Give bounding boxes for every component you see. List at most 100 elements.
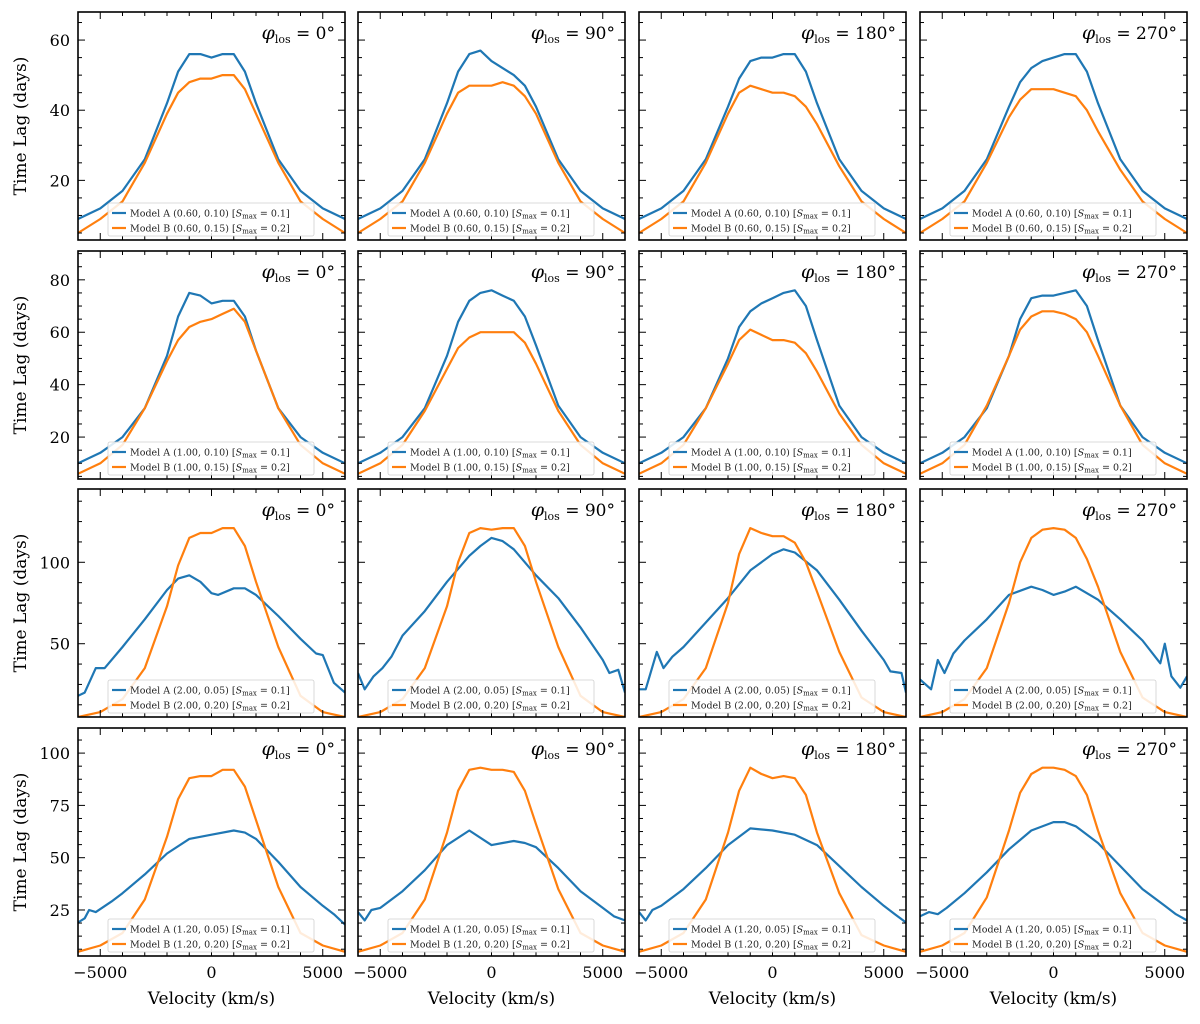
- y-tick-label: 60: [50, 31, 70, 50]
- legend: Model A (1.20, 0.05) [Smax = 0.1] Model B…: [949, 918, 1157, 953]
- model-a-line: [78, 574, 345, 697]
- model-b-line: [920, 766, 1187, 953]
- phi-los-label: φlos = 0°: [262, 22, 335, 46]
- panel-r3-c0: 25 50 75 100 −5000 0 5000 Velocity (km/s) Time L…: [11, 727, 346, 1009]
- phi-los-label: φlos = 90°: [531, 499, 615, 523]
- x-tick-label: 5000: [1144, 963, 1185, 982]
- legend-box: [107, 679, 315, 714]
- model-a-line: [639, 827, 906, 924]
- legend-label-model-a: Model A (2.00, 0.05) [Smax = 0.1]: [972, 686, 1132, 698]
- y-tick-label: 100: [39, 744, 70, 763]
- panel-r2-c0: 50 100 Time Lag (days) φlos = 0° Model A (2.…: [11, 488, 346, 718]
- legend-label-model-a: Model A (1.20, 0.05) [Smax = 0.1]: [691, 925, 851, 937]
- model-a-line: [920, 585, 1187, 691]
- y-tick-label: 25: [50, 901, 70, 920]
- legend-box: [387, 918, 595, 953]
- panel-r3-c1: −5000 0 5000 Velocity (km/s) φlos = 90° Model…: [353, 727, 626, 1009]
- panel-r0-c2: φlos = 180° Model A (0.60, 0.10) [Smax = …: [638, 11, 907, 241]
- phi-los-label: φlos = 0°: [262, 738, 335, 762]
- model-b-line: [639, 84, 906, 234]
- x-axis-label: Velocity (km/s): [147, 989, 275, 1009]
- x-tick-label: 0: [1048, 963, 1058, 982]
- legend-label-model-a: Model A (1.20, 0.05) [Smax = 0.1]: [410, 925, 570, 937]
- legend: Model A (1.20, 0.05) [Smax = 0.1] Model B…: [387, 918, 595, 953]
- y-tick-label: 80: [50, 271, 70, 290]
- panel-r1-c1: φlos = 90° Model A (1.00, 0.10) [Smax = 0…: [357, 250, 626, 480]
- legend-label-model-b: Model B (1.00, 0.15) [Smax = 0.2]: [972, 463, 1132, 475]
- legend: Model A (1.00, 0.10) [Smax = 0.1] Model B…: [107, 441, 315, 476]
- panel-r3-c3: −5000 0 5000 Velocity (km/s) φlos = 270° Mode…: [915, 727, 1188, 1009]
- y-axis-label: Time Lag (days): [11, 773, 31, 912]
- legend-box: [107, 441, 315, 476]
- legend: Model A (0.60, 0.10) [Smax = 0.1] Model B…: [387, 202, 595, 237]
- legend-label-model-a: Model A (0.60, 0.10) [Smax = 0.1]: [410, 209, 570, 221]
- legend-label-model-b: Model B (1.00, 0.15) [Smax = 0.2]: [691, 463, 851, 475]
- phi-los-label: φlos = 270°: [1082, 499, 1177, 523]
- model-a-line: [358, 829, 625, 922]
- x-axis-label: Velocity (km/s): [989, 989, 1117, 1009]
- legend: Model A (1.00, 0.10) [Smax = 0.1] Model B…: [387, 441, 595, 476]
- phi-los-label: φlos = 90°: [531, 738, 615, 762]
- panel-r1-c2: φlos = 180° Model A (1.00, 0.10) [Smax = …: [638, 250, 907, 480]
- legend-label-model-a: Model A (2.00, 0.05) [Smax = 0.1]: [410, 686, 570, 698]
- legend-label-model-b: Model B (2.00, 0.20) [Smax = 0.2]: [691, 701, 851, 713]
- legend-label-model-b: Model B (1.20, 0.20) [Smax = 0.2]: [410, 940, 570, 952]
- legend-box: [387, 441, 595, 476]
- y-tick-label: 20: [50, 171, 70, 190]
- model-b-line: [358, 766, 625, 953]
- model-a-line: [78, 291, 345, 465]
- legend-label-model-a: Model A (0.60, 0.10) [Smax = 0.1]: [972, 209, 1132, 221]
- y-tick-label: 60: [50, 323, 70, 342]
- panel-r2-c2: φlos = 180° Model A (2.00, 0.05) [Smax = …: [638, 488, 907, 718]
- legend-label-model-b: Model B (1.20, 0.20) [Smax = 0.2]: [130, 940, 290, 952]
- model-a-line: [78, 53, 345, 220]
- legend-label-model-b: Model B (1.20, 0.20) [Smax = 0.2]: [972, 940, 1132, 952]
- model-b-line: [920, 310, 1187, 475]
- legend-label-model-a: Model A (1.20, 0.05) [Smax = 0.1]: [972, 925, 1132, 937]
- phi-los-label: φlos = 270°: [1082, 261, 1177, 285]
- model-b-line: [78, 307, 345, 475]
- legend-label-model-a: Model A (0.60, 0.10) [Smax = 0.1]: [130, 209, 290, 221]
- y-tick-label: 20: [50, 428, 70, 447]
- panel-r3-c2: −5000 0 5000 Velocity (km/s) φlos = 180° Mode…: [634, 727, 907, 1009]
- model-b-line: [358, 527, 625, 717]
- legend-box: [949, 679, 1157, 714]
- phi-los-label: φlos = 180°: [801, 261, 896, 285]
- legend-label-model-b: Model B (0.60, 0.15) [Smax = 0.2]: [691, 224, 851, 236]
- phi-los-label: φlos = 0°: [262, 261, 335, 285]
- legend-label-model-a: Model A (0.60, 0.10) [Smax = 0.1]: [691, 209, 851, 221]
- legend-label-model-b: Model B (0.60, 0.15) [Smax = 0.2]: [130, 224, 290, 236]
- panel-r0-c3: φlos = 270° Model A (0.60, 0.10) [Smax = …: [919, 11, 1188, 241]
- y-tick-label: 100: [39, 553, 70, 572]
- model-b-line: [639, 527, 906, 717]
- legend: Model A (0.60, 0.10) [Smax = 0.1] Model B…: [668, 202, 876, 237]
- y-tick-label: 40: [50, 101, 70, 120]
- legend-label-model-b: Model B (1.00, 0.15) [Smax = 0.2]: [410, 463, 570, 475]
- legend: Model A (0.60, 0.10) [Smax = 0.1] Model B…: [949, 202, 1157, 237]
- panel-r1-c0: 20 40 60 80 Time Lag (days) φlos = 0° Model A …: [11, 250, 346, 480]
- legend: Model A (2.00, 0.05) [Smax = 0.1] Model B…: [668, 679, 876, 714]
- x-tick-label: 5000: [302, 963, 343, 982]
- model-b-line: [78, 527, 345, 717]
- phi-los-label: φlos = 270°: [1082, 738, 1177, 762]
- model-a-line: [920, 821, 1187, 922]
- legend-box: [949, 441, 1157, 476]
- y-axis-label: Time Lag (days): [11, 57, 31, 196]
- legend-label-model-b: Model B (0.60, 0.15) [Smax = 0.2]: [410, 224, 570, 236]
- phi-los-label: φlos = 180°: [801, 738, 896, 762]
- legend: Model A (2.00, 0.05) [Smax = 0.1] Model B…: [949, 679, 1157, 714]
- x-tick-label: 0: [206, 963, 216, 982]
- panel-r0-c0: 20 40 60 Time Lag (days) φlos = 0° Model A (0…: [11, 11, 346, 241]
- model-a-line: [78, 829, 345, 926]
- y-tick-label: 75: [50, 796, 70, 815]
- x-axis-label: Velocity (km/s): [708, 989, 836, 1009]
- x-tick-label: 5000: [582, 963, 623, 982]
- model-a-line: [639, 548, 906, 693]
- x-tick-label: −5000: [634, 963, 688, 982]
- legend-label-model-a: Model A (1.00, 0.10) [Smax = 0.1]: [972, 448, 1132, 460]
- model-b-line: [920, 88, 1187, 234]
- legend-label-model-b: Model B (1.20, 0.20) [Smax = 0.2]: [691, 940, 851, 952]
- legend-box: [668, 441, 876, 476]
- legend-label-model-a: Model A (1.00, 0.10) [Smax = 0.1]: [130, 448, 290, 460]
